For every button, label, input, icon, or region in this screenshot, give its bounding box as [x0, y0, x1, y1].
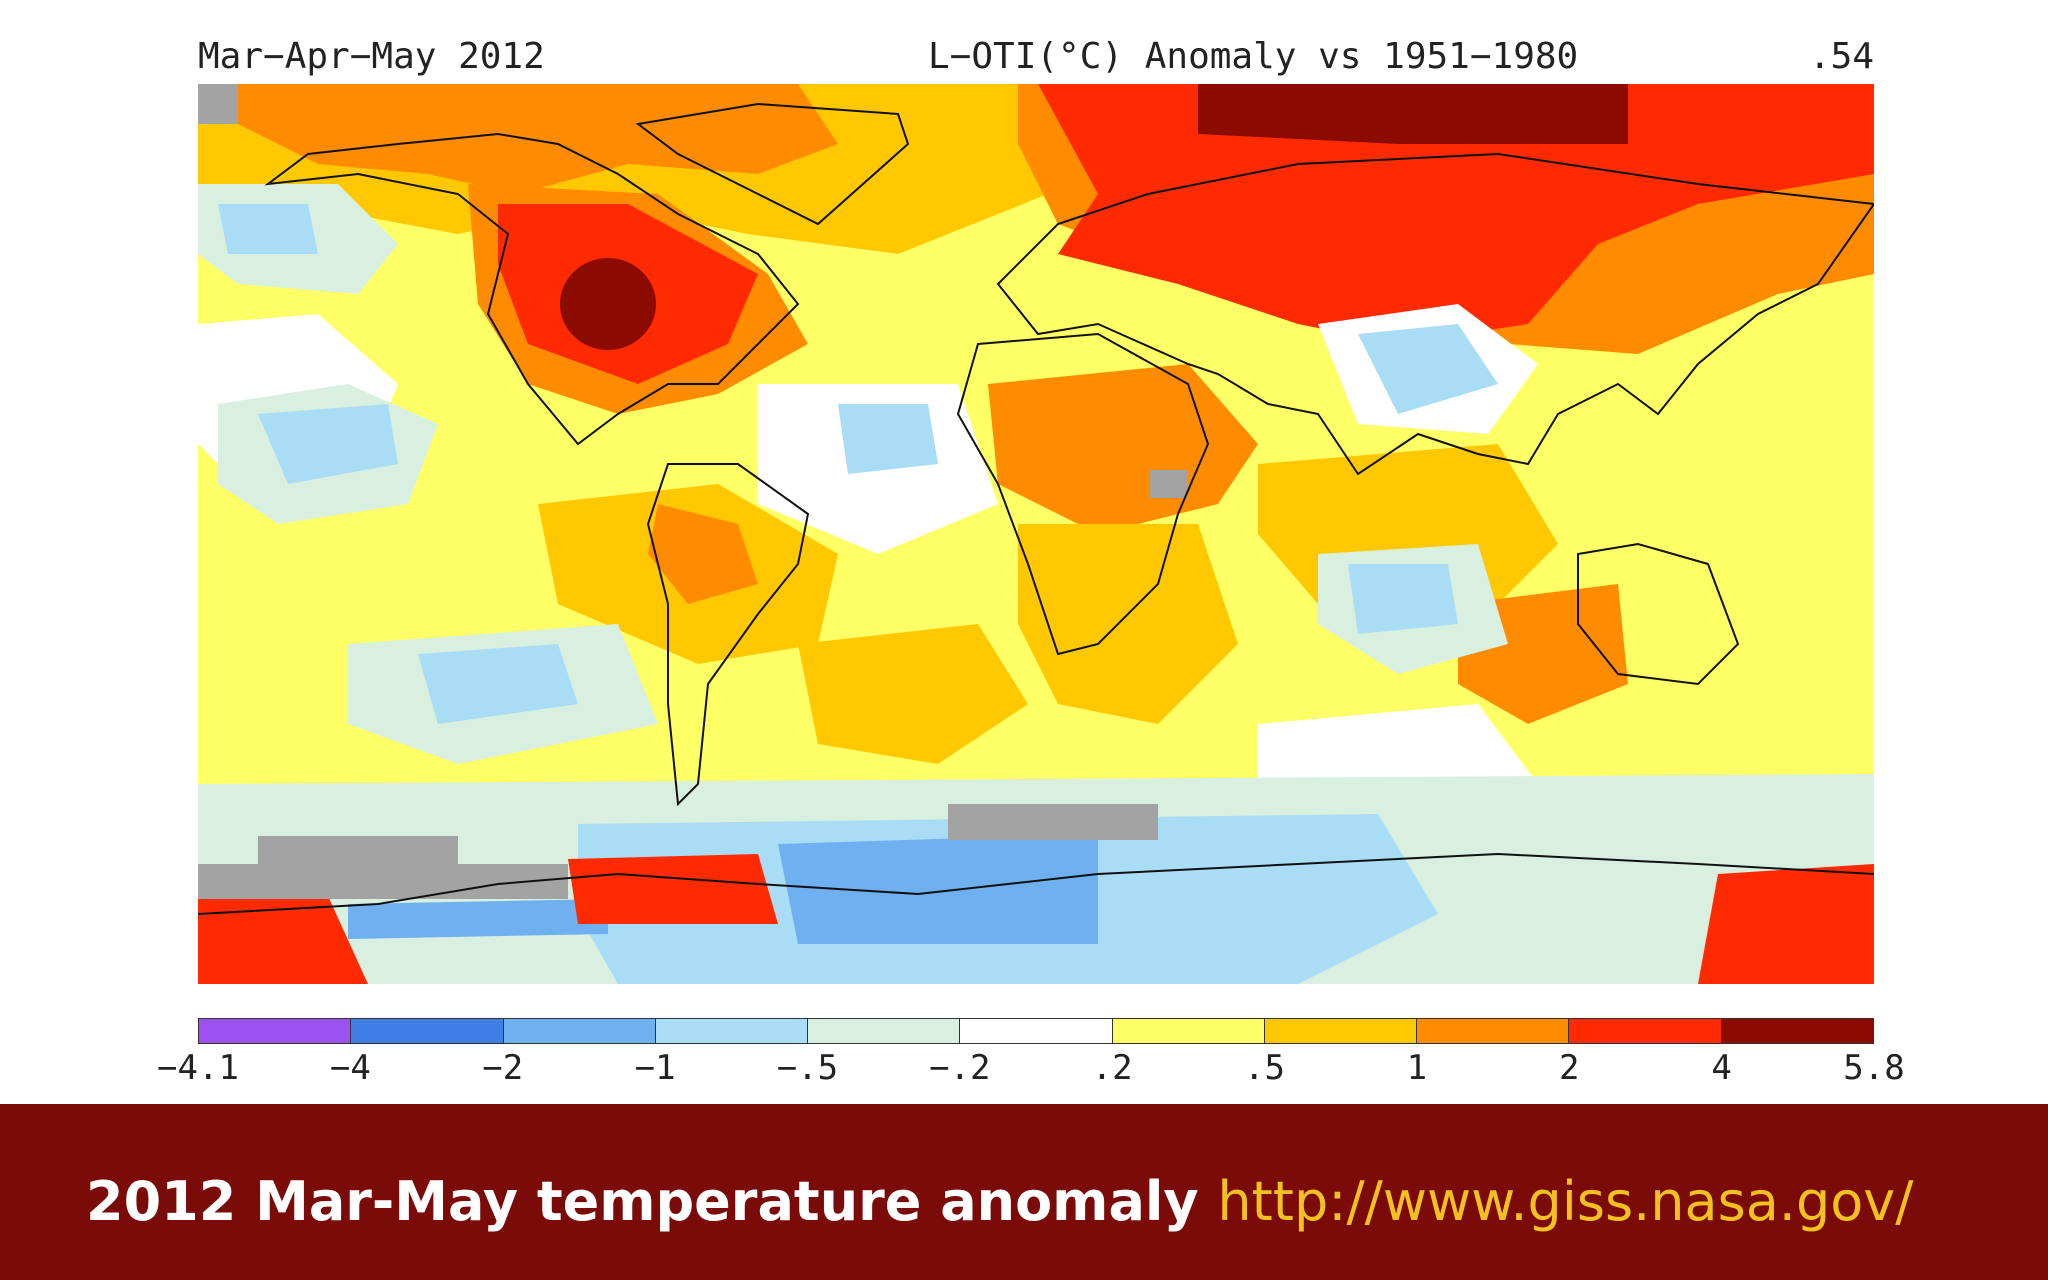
anomaly-region	[258, 404, 398, 484]
colorbar-tick-label: .2	[1091, 1048, 1133, 1088]
anomaly-colorbar	[198, 1018, 1874, 1044]
anomaly-fields	[198, 84, 1874, 984]
anomaly-region	[798, 624, 1028, 764]
anomaly-region	[1348, 564, 1458, 634]
no-data-region	[258, 836, 458, 866]
coastlines	[198, 102, 1874, 915]
anomaly-region	[1698, 864, 1874, 984]
caption-banner: 2012 Mar-May temperature anomaly http://…	[0, 1104, 2048, 1280]
coastline-greenland	[635, 102, 910, 226]
anomaly-region	[1198, 84, 1628, 144]
anomaly-region	[1018, 524, 1238, 724]
colorbar-tick-label: 5.8	[1843, 1048, 1905, 1088]
no-data-region	[198, 84, 238, 124]
colorbar-tick-label: 4	[1711, 1048, 1732, 1088]
colorbar-segment	[1264, 1019, 1418, 1043]
colorbar-tick-label: −4.1	[157, 1048, 239, 1088]
map-period-title: Mar−Apr−May 2012	[198, 36, 545, 77]
no-data-region	[198, 864, 568, 899]
anomaly-region	[238, 84, 838, 194]
anomaly-region	[560, 258, 656, 350]
colorbar-tick-labels: −4.1 −4 −2 −1 −.5 −.2 .2 .5 1 2 4 5.8	[0, 1044, 2048, 1094]
colorbar-segment	[655, 1019, 809, 1043]
colorbar-tick-label: 1	[1406, 1048, 1428, 1088]
anomaly-region	[198, 874, 368, 984]
caption-url-link[interactable]: http://www.giss.nasa.gov/	[1217, 1170, 1914, 1233]
map-description-title: L−OTI(°C) Anomaly vs 1951−1980	[928, 36, 1579, 77]
colorbar-segment	[1569, 1019, 1722, 1043]
no-data-region	[948, 804, 1158, 840]
colorbar-tick-label: 2	[1559, 1048, 1580, 1088]
anomaly-region	[988, 364, 1258, 534]
caption-text: 2012 Mar-May temperature anomaly	[86, 1170, 1199, 1233]
anomaly-region	[648, 504, 758, 604]
anomaly-region	[1038, 84, 1874, 344]
colorbar-segment	[1417, 1019, 1570, 1043]
caption-text-container: 2012 Mar-May temperature anomaly http://…	[86, 1170, 1913, 1233]
colorbar-tick-label: −4	[329, 1048, 371, 1088]
anomaly-region	[418, 644, 578, 724]
coastline-australia	[1577, 542, 1740, 686]
colorbar-tick-label: −1	[634, 1048, 676, 1088]
anomaly-region	[838, 404, 938, 474]
colorbar-segment	[960, 1019, 1113, 1043]
coastline-eurasia	[996, 152, 1874, 476]
colorbar-segment	[351, 1019, 504, 1043]
colorbar-tick-label: −.5	[776, 1048, 839, 1088]
colorbar-tick-label: .5	[1244, 1048, 1286, 1088]
global-mean-anomaly: .54	[1808, 36, 1874, 77]
anomaly-region	[778, 834, 1098, 944]
anomaly-region	[348, 899, 608, 939]
colorbar-tick-label: −2	[482, 1048, 524, 1088]
anomaly-region	[218, 204, 318, 254]
colorbar-tick-label: −.2	[929, 1048, 991, 1088]
colorbar-segment	[199, 1019, 352, 1043]
anomaly-region	[1358, 324, 1498, 414]
coastline-north-america	[264, 132, 800, 446]
coastline-antarctica	[198, 852, 1874, 915]
anomaly-region	[568, 854, 778, 924]
colorbar-segment	[503, 1019, 656, 1043]
temperature-anomaly-map	[198, 84, 1874, 984]
coastline-south-america	[646, 463, 810, 807]
colorbar-segment	[1112, 1019, 1265, 1043]
colorbar-segment	[808, 1019, 961, 1043]
no-data-region	[1150, 470, 1188, 498]
coastline-africa	[956, 332, 1210, 656]
colorbar-segment	[1721, 1019, 1873, 1043]
